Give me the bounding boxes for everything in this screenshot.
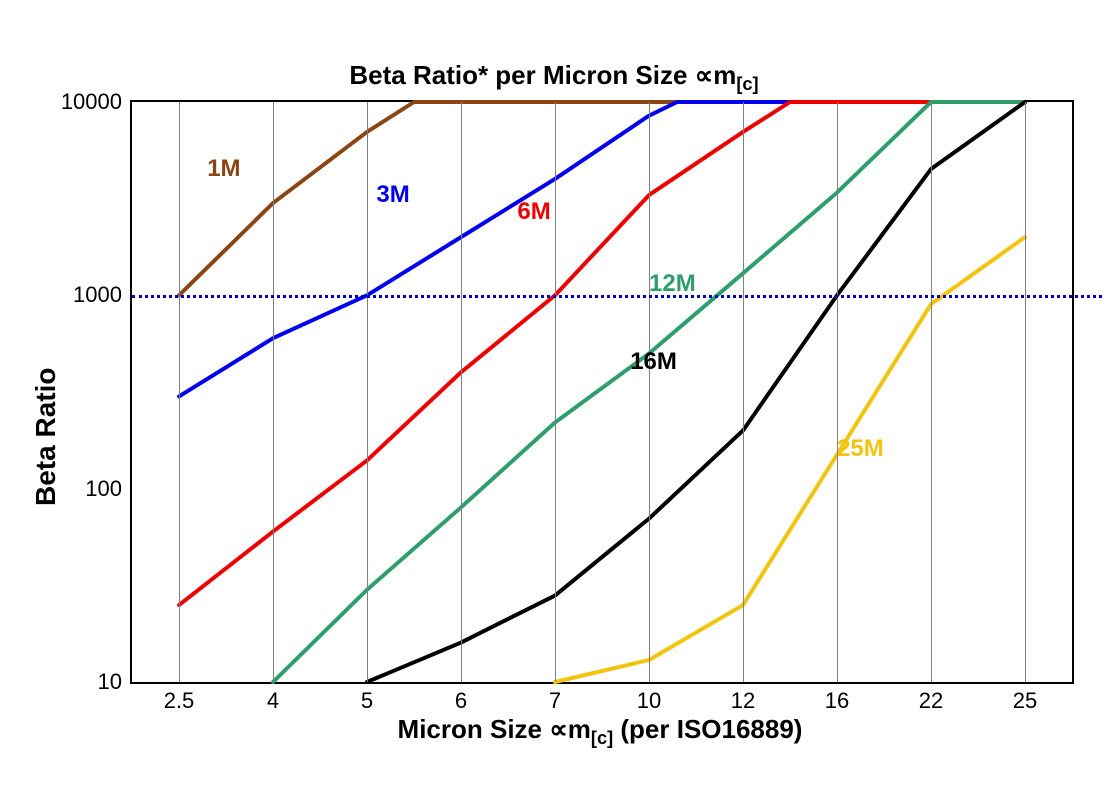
y-tick-label: 10000 bbox=[61, 89, 132, 115]
chart-title: Beta Ratio* per Micron Size ∝m[c] bbox=[0, 60, 1108, 95]
plot-area: 2.545671012162225101001000100001M3M6M12M… bbox=[130, 100, 1074, 684]
grid-vertical bbox=[931, 102, 932, 682]
chart-root: Beta Ratio* per Micron Size ∝m[c] Beta R… bbox=[0, 0, 1108, 794]
grid-vertical bbox=[179, 102, 180, 682]
series-label-25M: 25M bbox=[837, 435, 884, 463]
series-label-6M: 6M bbox=[517, 198, 550, 226]
grid-vertical bbox=[837, 102, 838, 682]
series-line-16M bbox=[367, 102, 1025, 682]
grid-vertical bbox=[461, 102, 462, 682]
series-line-25M bbox=[555, 237, 1025, 682]
y-axis-label: Beta Ratio bbox=[30, 368, 62, 506]
series-line-3M bbox=[179, 102, 1025, 396]
x-tick-label: 7 bbox=[549, 682, 561, 714]
x-tick-label: 4 bbox=[267, 682, 279, 714]
grid-vertical bbox=[555, 102, 556, 682]
x-tick-label: 5 bbox=[361, 682, 373, 714]
series-label-16M: 16M bbox=[630, 348, 677, 376]
reference-line bbox=[132, 295, 1102, 298]
x-tick-label: 6 bbox=[455, 682, 467, 714]
y-tick-label: 10 bbox=[98, 669, 132, 695]
grid-vertical bbox=[273, 102, 274, 682]
x-tick-label: 25 bbox=[1013, 682, 1037, 714]
grid-vertical bbox=[1025, 102, 1026, 682]
chart-title-sub: [c] bbox=[736, 74, 758, 94]
x-tick-label: 22 bbox=[919, 682, 943, 714]
x-axis-label: Micron Size ∝m[c] (per ISO16889) bbox=[130, 714, 1070, 749]
grid-vertical bbox=[367, 102, 368, 682]
y-tick-label: 1000 bbox=[73, 282, 132, 308]
grid-vertical bbox=[743, 102, 744, 682]
chart-title-main: Beta Ratio* per Micron Size ∝m bbox=[349, 60, 736, 90]
y-tick-label: 100 bbox=[85, 476, 132, 502]
grid-vertical bbox=[649, 102, 650, 682]
series-label-1M: 1M bbox=[207, 155, 240, 183]
x-tick-label: 2.5 bbox=[164, 682, 195, 714]
series-label-3M: 3M bbox=[376, 181, 409, 209]
x-tick-label: 12 bbox=[731, 682, 755, 714]
series-label-12M: 12M bbox=[649, 270, 696, 298]
x-tick-label: 16 bbox=[825, 682, 849, 714]
x-tick-label: 10 bbox=[637, 682, 661, 714]
